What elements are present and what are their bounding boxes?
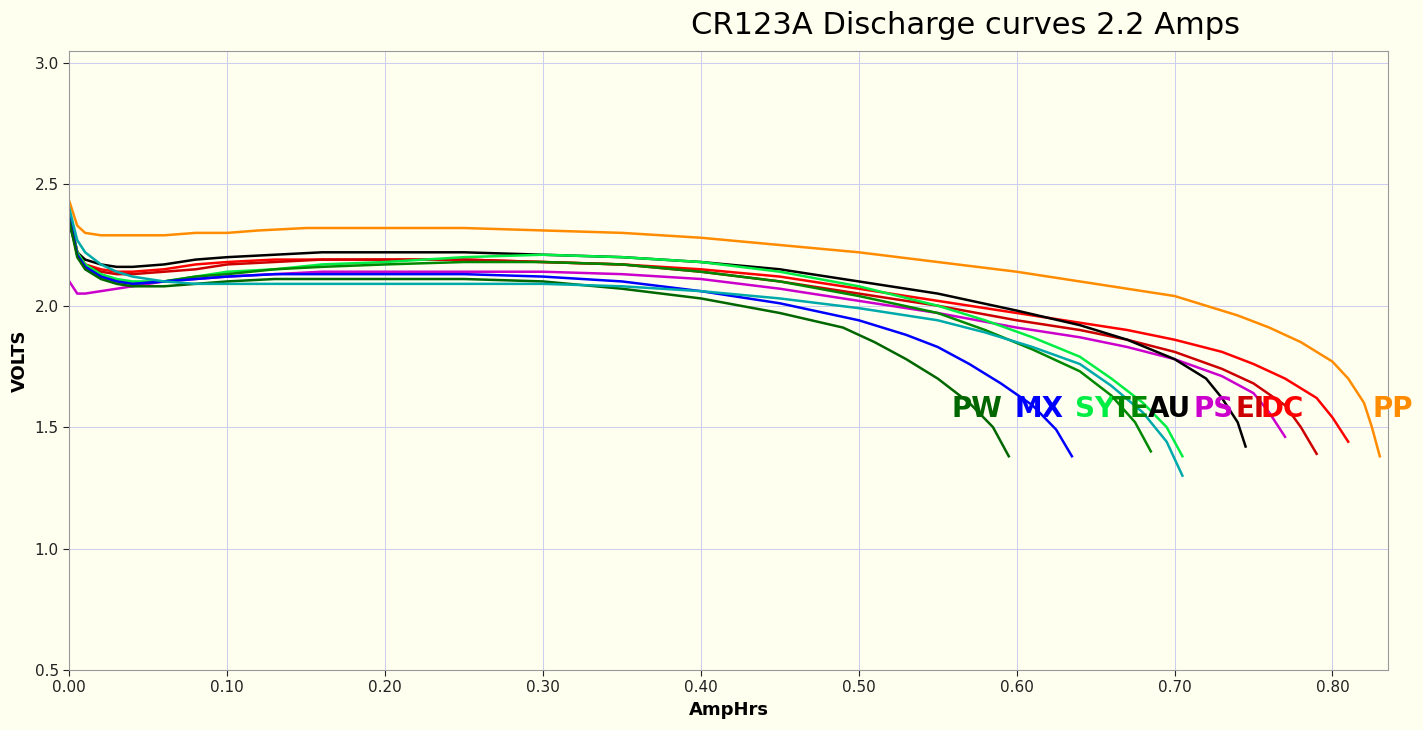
X-axis label: AmpHrs: AmpHrs bbox=[689, 701, 768, 719]
Text: PW: PW bbox=[952, 395, 1003, 423]
Text: TE: TE bbox=[1111, 395, 1150, 423]
Text: DC: DC bbox=[1261, 395, 1303, 423]
Text: PS: PS bbox=[1194, 395, 1234, 423]
Text: MX: MX bbox=[1015, 395, 1063, 423]
Y-axis label: VOLTS: VOLTS bbox=[11, 329, 28, 391]
Text: SY: SY bbox=[1076, 395, 1116, 423]
Text: EI: EI bbox=[1235, 395, 1265, 423]
Text: AU: AU bbox=[1148, 395, 1191, 423]
Title: CR123A Discharge curves 2.2 Amps: CR123A Discharge curves 2.2 Amps bbox=[692, 11, 1241, 40]
Text: PP: PP bbox=[1372, 395, 1413, 423]
